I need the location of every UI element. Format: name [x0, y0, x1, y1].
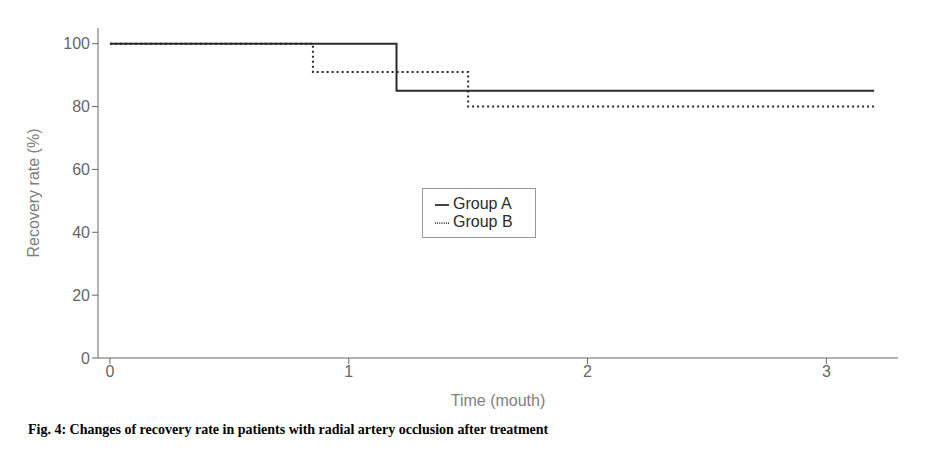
svg-text:Recovery rate (%): Recovery rate (%) — [25, 129, 42, 258]
svg-text:2: 2 — [583, 363, 592, 380]
html-text:Group A: Group A — [453, 195, 512, 212]
svg-text:Time (mouth): Time (mouth) — [451, 392, 546, 409]
svg-text:80: 80 — [72, 98, 90, 115]
html-text:Group B: Group B — [453, 213, 513, 230]
svg-text:0: 0 — [105, 363, 114, 380]
svg-text:100: 100 — [63, 35, 90, 52]
svg-text:60: 60 — [72, 161, 90, 178]
html-text:Fig. 4: Changes of recovery ra: Fig. 4: Changes of recovery rate in pati… — [28, 422, 549, 437]
svg-text:1: 1 — [344, 363, 353, 380]
svg-text:0: 0 — [81, 350, 90, 367]
svg-text:3: 3 — [822, 363, 831, 380]
svg-text:20: 20 — [72, 287, 90, 304]
svg-text:40: 40 — [72, 224, 90, 241]
